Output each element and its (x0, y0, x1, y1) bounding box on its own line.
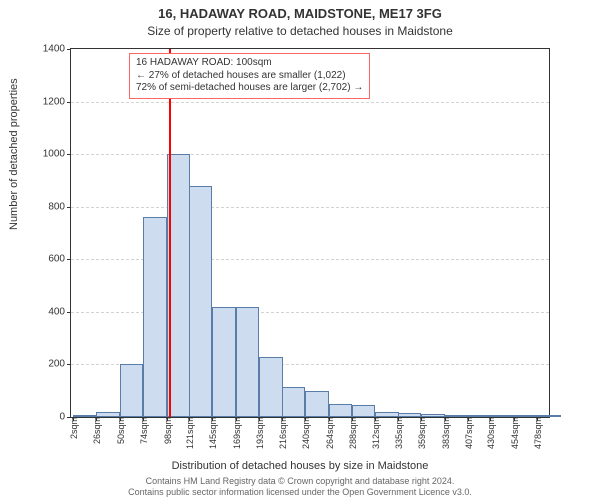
histogram-bar (352, 405, 375, 417)
x-tick-label: 264sqm (323, 417, 335, 449)
x-tick-label: 121sqm (183, 417, 195, 449)
annotation-line-3: 72% of semi-detached houses are larger (… (136, 82, 363, 95)
x-tick-label: 335sqm (392, 417, 404, 449)
y-tick-mark (67, 49, 71, 50)
histogram-bar (259, 357, 282, 417)
histogram-bar (329, 404, 352, 417)
histogram-bar (212, 307, 235, 417)
annotation-line-2: ← 27% of detached houses are smaller (1,… (136, 70, 363, 83)
x-tick-label: 240sqm (299, 417, 311, 449)
footer-line-1: Contains HM Land Registry data © Crown c… (0, 476, 600, 487)
x-tick-label: 2sqm (67, 417, 79, 439)
x-tick-label: 74sqm (137, 417, 149, 444)
x-tick-label: 50sqm (114, 417, 126, 444)
gridline (71, 154, 549, 155)
x-tick-label: 169sqm (230, 417, 242, 449)
x-tick-label: 193sqm (253, 417, 265, 449)
histogram-bar (120, 364, 143, 417)
x-tick-label: 312sqm (369, 417, 381, 449)
histogram-bar (305, 391, 328, 417)
x-tick-label: 359sqm (415, 417, 427, 449)
x-tick-label: 430sqm (484, 417, 496, 449)
y-tick-mark (67, 259, 71, 260)
footer-attribution: Contains HM Land Registry data © Crown c… (0, 476, 600, 498)
y-tick-mark (67, 102, 71, 103)
x-axis-label: Distribution of detached houses by size … (0, 460, 600, 472)
x-tick-label: 478sqm (531, 417, 543, 449)
plot-area: 02004006008001000120014002sqm26sqm50sqm7… (70, 48, 550, 418)
x-tick-label: 383sqm (439, 417, 451, 449)
x-tick-label: 407sqm (462, 417, 474, 449)
x-tick-label: 98sqm (161, 417, 173, 444)
x-tick-label: 26sqm (90, 417, 102, 444)
y-tick-mark (67, 154, 71, 155)
footer-line-2: Contains public sector information licen… (0, 487, 600, 498)
x-tick-label: 216sqm (276, 417, 288, 449)
histogram-bar (143, 217, 166, 417)
annotation-box: 16 HADAWAY ROAD: 100sqm← 27% of detached… (129, 53, 370, 99)
gridline (71, 207, 549, 208)
chart-subtitle: Size of property relative to detached ho… (0, 24, 600, 38)
histogram-bar (282, 387, 305, 417)
histogram-bar (189, 186, 212, 417)
y-tick-mark (67, 312, 71, 313)
gridline (71, 102, 549, 103)
x-tick-label: 454sqm (508, 417, 520, 449)
y-tick-mark (67, 364, 71, 365)
y-tick-mark (67, 207, 71, 208)
x-tick-label: 288sqm (346, 417, 358, 449)
annotation-line-1: 16 HADAWAY ROAD: 100sqm (136, 57, 363, 70)
x-tick-label: 145sqm (206, 417, 218, 449)
chart-container: 16, HADAWAY ROAD, MAIDSTONE, ME17 3FG Si… (0, 0, 600, 500)
chart-title: 16, HADAWAY ROAD, MAIDSTONE, ME17 3FG (0, 6, 600, 21)
histogram-bar (236, 307, 259, 417)
property-marker-line (169, 49, 171, 417)
y-axis-label: Number of detached properties (8, 78, 20, 230)
